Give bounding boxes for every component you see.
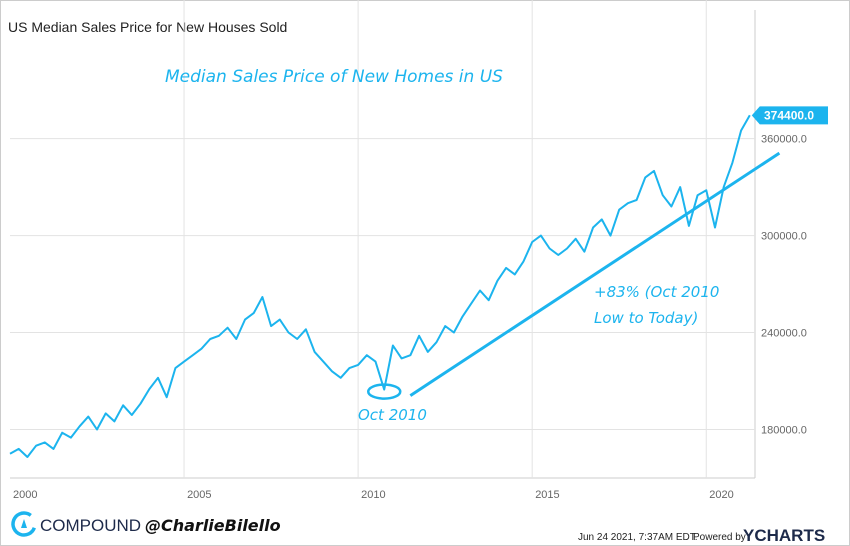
- x-tick-label: 2000: [13, 489, 37, 501]
- brand-name: COMPOUND: [40, 516, 141, 535]
- y-tick-label: 240000.0: [761, 328, 807, 340]
- compound-logo: [11, 511, 37, 537]
- chart-title: US Median Sales Price for New Houses Sol…: [8, 19, 287, 35]
- x-tick-label: 2010: [361, 489, 385, 501]
- last-value-badge: 374400.0: [751, 106, 828, 125]
- series-line: [9, 114, 751, 458]
- timestamp: Jun 24 2021, 7:37AM EDT.: [578, 532, 698, 543]
- powered-by: Powered by: [693, 532, 746, 543]
- y-tick-label: 180000.0: [761, 425, 807, 437]
- trend-label-2: Low to Today): [594, 309, 698, 327]
- compound-logo-icon: [11, 511, 37, 537]
- headline-annotation: Median Sales Price of New Homes in US: [165, 67, 503, 87]
- ycharts-logo: YCHARTS: [743, 526, 825, 545]
- last-value-label: 374400.0: [764, 108, 814, 122]
- low-point-circle: [366, 383, 402, 400]
- trend-label-1: +83% (Oct 2010: [594, 283, 719, 301]
- trendline: [409, 151, 781, 397]
- low-label: Oct 2010: [358, 406, 427, 424]
- x-tick-label: 2015: [535, 489, 559, 501]
- twitter-handle: @CharlieBilello: [145, 516, 281, 535]
- x-tick-label: 2020: [709, 489, 733, 501]
- x-tick-label: 2005: [187, 489, 211, 501]
- y-tick-label: 300000.0: [761, 231, 807, 243]
- y-tick-label: 360000.0: [761, 134, 807, 146]
